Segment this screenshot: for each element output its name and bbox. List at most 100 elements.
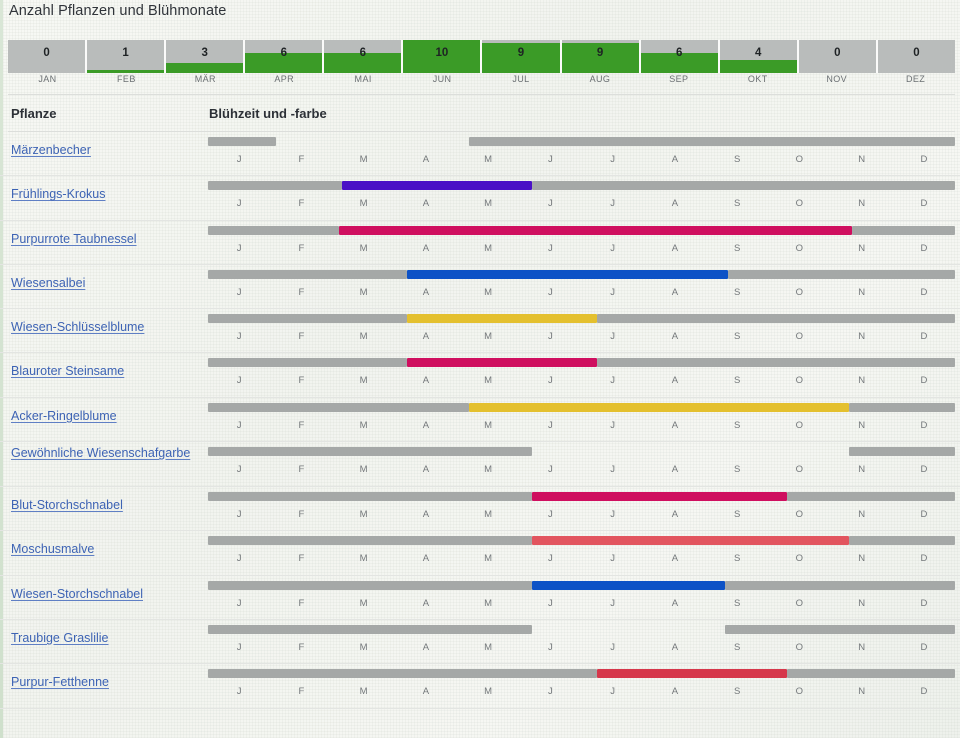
plant-name-link[interactable]: Märzenbecher xyxy=(11,143,91,157)
month-tick-2: M xyxy=(359,419,368,431)
month-tick-5: J xyxy=(548,331,553,343)
month-tick-9: O xyxy=(795,331,804,343)
month-tick-7: A xyxy=(671,597,679,609)
month-tick-2: M xyxy=(359,242,368,254)
month-tick-2: M xyxy=(359,286,368,298)
bloom-active-segment xyxy=(531,580,725,590)
month-count-cell-mai: 6 xyxy=(324,40,404,73)
month-tick-9: O xyxy=(795,597,804,609)
bloom-inactive-segment xyxy=(208,669,598,679)
month-tick-6: J xyxy=(610,242,615,254)
month-tick-5: J xyxy=(548,464,553,476)
month-tick-6: J xyxy=(610,286,615,298)
bloom-inactive-segment xyxy=(849,402,955,412)
bloom-inactive-segment xyxy=(208,402,470,412)
month-tick-7: A xyxy=(671,286,679,298)
month-count-cell-apr: 6 xyxy=(245,40,325,73)
month-tick-5: J xyxy=(548,242,553,254)
bloom-active-segment xyxy=(407,269,728,279)
month-count-value: 6 xyxy=(359,47,367,59)
month-count-value: 6 xyxy=(280,47,287,59)
month-tick-8: S xyxy=(733,597,741,609)
month-tick-8: S xyxy=(733,154,741,165)
month-tick-1: F xyxy=(298,597,305,609)
month-count-cell-okt: 4 xyxy=(719,40,799,73)
plant-name-link[interactable]: Traubige Graslilie xyxy=(11,630,109,645)
month-tick-2: M xyxy=(359,198,368,210)
month-tick-3: A xyxy=(422,509,430,521)
monthly-plant-count-bar-chart: 0 1 3 6 6 10 9 9 6 4 0 0 xyxy=(8,40,955,73)
month-tick-3: A xyxy=(422,375,430,387)
bloom-timeline-track xyxy=(208,580,955,590)
month-count-fill xyxy=(324,53,402,73)
month-tick-0: J xyxy=(236,286,242,298)
month-tick-10: N xyxy=(858,154,866,165)
bloom-active-segment xyxy=(531,536,850,546)
plant-name-link[interactable]: Purpurrote Taubnessel xyxy=(11,231,137,246)
month-tick-5: J xyxy=(548,509,553,521)
month-axis-labels: JAN FEB MÄR APR MAI JUN JUL AUG SEP OKT NOV DEZ xyxy=(8,74,955,88)
month-tick-8: S xyxy=(733,641,741,653)
month-tick-11: D xyxy=(920,198,928,210)
month-tick-7: A xyxy=(671,509,679,521)
month-count-value: 3 xyxy=(201,47,208,59)
month-tick-3: A xyxy=(422,242,430,254)
plant-name-link[interactable]: Gewöhnliche Wiesenschafgarbe xyxy=(11,446,191,461)
month-count-value: 0 xyxy=(43,47,50,59)
bloom-timeline-track xyxy=(208,269,955,279)
month-tick-3: A xyxy=(422,686,430,698)
month-tick-0: J xyxy=(236,553,242,565)
month-count-cell-jan: 0 xyxy=(8,40,88,73)
month-tick-10: N xyxy=(858,686,866,698)
month-tick-4: M xyxy=(484,509,493,521)
plant-name-link[interactable]: Wiesen-Storchschnabel xyxy=(11,586,144,601)
month-label-feb: FEB xyxy=(117,74,136,84)
month-tick-5: J xyxy=(548,286,553,298)
month-tick-10: N xyxy=(858,242,866,254)
column-header-plant: Pflanze xyxy=(11,106,57,121)
month-tick-10: N xyxy=(858,419,866,431)
month-tick-5: J xyxy=(548,419,553,431)
month-tick-1: F xyxy=(298,641,305,653)
bloom-active-segment xyxy=(469,402,850,412)
plant-name-link[interactable]: Purpur-Fetthenne xyxy=(11,675,109,690)
bloom-inactive-segment xyxy=(724,624,955,634)
bloom-inactive-segment xyxy=(786,669,955,679)
plant-name-link[interactable]: Wiesensalbei xyxy=(11,275,86,290)
header-divider-top xyxy=(8,94,955,95)
table-row: Purpur-Fetthenne J F M A M J J A S O N D xyxy=(0,664,960,709)
table-row: Märzenbecher J F M A M J J A S O N D xyxy=(0,132,960,177)
month-count-cell-nov: 0 xyxy=(798,40,878,73)
month-tick-6: J xyxy=(610,198,615,210)
month-tick-7: A xyxy=(671,419,679,431)
month-tick-8: S xyxy=(733,198,741,210)
bloom-timeline-track xyxy=(208,314,955,324)
month-tick-8: S xyxy=(733,509,741,521)
plant-name-link[interactable]: Acker-Ringelblume xyxy=(11,408,117,423)
month-tick-3: A xyxy=(422,286,430,298)
plant-name-link[interactable]: Blauroter Steinsame xyxy=(11,364,125,379)
month-tick-6: J xyxy=(610,641,615,653)
bloom-inactive-segment xyxy=(597,314,955,324)
month-tick-4: M xyxy=(484,419,493,431)
month-count-fill xyxy=(166,63,244,73)
plant-name-link[interactable]: Blut-Storchschnabel xyxy=(11,498,123,513)
month-tick-4: M xyxy=(484,198,493,210)
month-tick-0: J xyxy=(236,686,242,698)
month-count-value: 1 xyxy=(122,47,129,59)
bloom-inactive-segment xyxy=(208,492,532,502)
month-tick-2: M xyxy=(359,553,368,565)
month-label-jan: JAN xyxy=(38,74,57,84)
plant-name-link[interactable]: Moschusmalve xyxy=(11,542,95,557)
table-row: Purpurrote Taubnessel J F M A M J J A S O N D xyxy=(0,221,960,265)
plant-name-link[interactable]: Wiesen-Schlüsselblume xyxy=(11,320,145,335)
month-tick-0: J xyxy=(236,375,242,387)
month-tick-6: J xyxy=(610,553,615,565)
plant-name-link[interactable]: Frühlings-Krokus xyxy=(11,187,106,202)
month-tick-9: O xyxy=(795,686,804,698)
month-tick-3: A xyxy=(422,641,430,653)
month-tick-4: M xyxy=(484,464,493,476)
